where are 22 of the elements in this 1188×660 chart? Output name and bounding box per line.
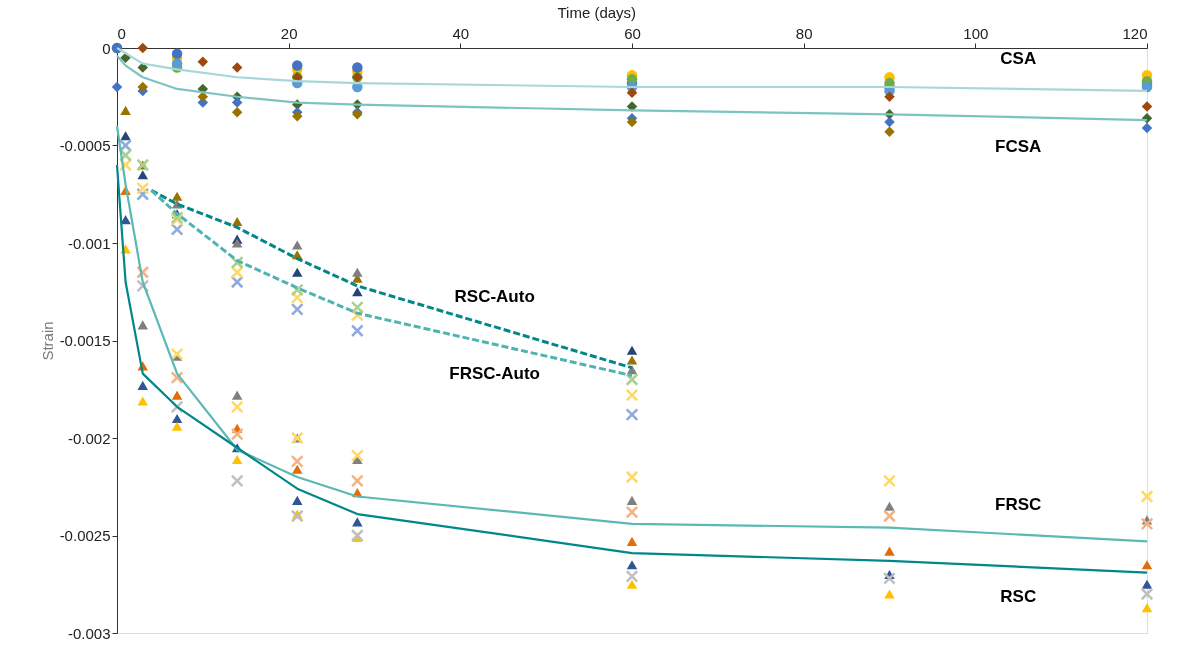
series-label: FRSC xyxy=(995,494,1042,514)
y-tick-label: -0.002 xyxy=(67,429,111,447)
x-tick-label: 40 xyxy=(452,24,470,42)
y-tick-label: -0.0005 xyxy=(59,137,111,154)
x-tick-label: 100 xyxy=(963,24,989,42)
series-label: CSA xyxy=(1000,48,1037,68)
x-tick-label: 120 xyxy=(1122,24,1148,42)
series-label: RSC xyxy=(1000,586,1037,606)
x-tick-label: 0 xyxy=(117,24,126,42)
y-tick-label: -0.001 xyxy=(67,234,111,252)
y-tick-label: -0.0025 xyxy=(59,527,111,544)
y-tick-label: -0.003 xyxy=(67,624,111,642)
x-tick-label: 60 xyxy=(624,24,641,42)
x-tick-label: 20 xyxy=(280,24,298,42)
y-tick-label: -0.0015 xyxy=(59,332,111,349)
x-axis-title: Time (days) xyxy=(557,3,637,21)
series-label: FCSA xyxy=(995,137,1042,157)
y-tick-label: 0 xyxy=(102,39,111,57)
x-tick-label: 80 xyxy=(795,24,813,42)
series-label: RSC-Auto xyxy=(454,286,535,306)
y-axis-title: Strain xyxy=(38,321,56,361)
series-label: FRSC-Auto xyxy=(449,364,540,384)
